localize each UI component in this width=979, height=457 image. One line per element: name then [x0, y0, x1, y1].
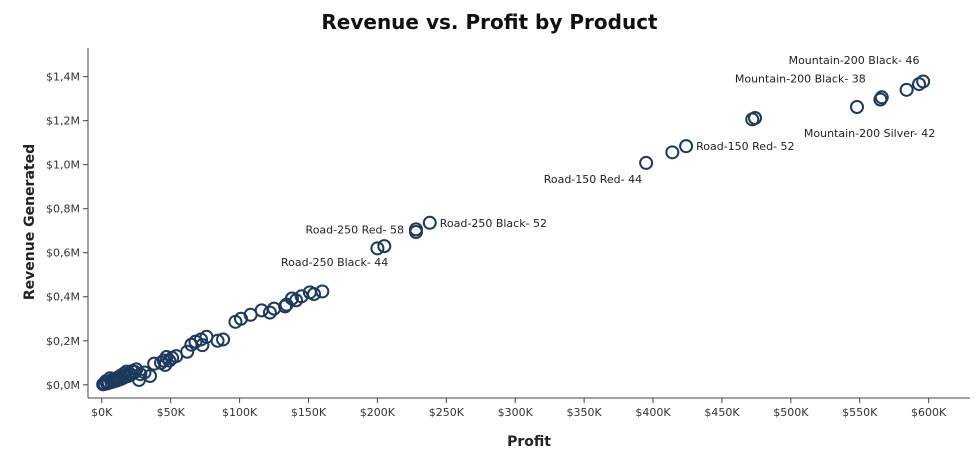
- x-tick-label: $100K: [222, 406, 258, 419]
- y-ticks: $0,0M $0,2M $0,4M $0,6M $0,8M $1,0M $1,2M $1,4M: [46, 71, 88, 392]
- data-point: [154, 355, 169, 370]
- y-axis-title: Revenue Generated: [22, 144, 38, 300]
- point-label: Road-250 Black- 44: [281, 256, 388, 269]
- data-point: [679, 139, 694, 154]
- data-point: [408, 225, 423, 240]
- point-label: Mountain-200 Black- 38: [735, 72, 866, 85]
- data-point: [279, 297, 294, 312]
- y-tick-label: $0,6M: [46, 247, 80, 260]
- point-label: Road-250 Black- 52: [440, 217, 547, 230]
- data-point: [96, 377, 111, 392]
- data-point: [184, 337, 199, 352]
- data-point: [302, 285, 317, 300]
- x-tick-label: $0K: [91, 406, 113, 419]
- x-tick-label: $550K: [842, 406, 878, 419]
- data-point: [873, 92, 888, 107]
- point-labels: Mountain-200 Black- 46 Mountain-200 Black…: [281, 54, 935, 269]
- data-point: [370, 241, 385, 256]
- data-point: [228, 314, 243, 329]
- axes: [87, 48, 970, 399]
- x-axis-title: Profit: [507, 434, 551, 450]
- data-point: [899, 82, 914, 97]
- data-point: [315, 284, 330, 299]
- x-tick-label: $50K: [157, 406, 186, 419]
- y-tick-label: $1,4M: [46, 71, 80, 84]
- point-label: Mountain-200 Silver- 42: [804, 127, 935, 140]
- x-tick-label: $400K: [635, 406, 671, 419]
- x-tick-label: $150K: [291, 406, 327, 419]
- chart-title: Revenue vs. Profit by Product: [321, 10, 658, 34]
- x-tick-label: $600K: [911, 406, 947, 419]
- x-tick-label: $200K: [360, 406, 396, 419]
- data-point: [216, 332, 231, 347]
- data-point: [262, 305, 277, 320]
- y-tick-label: $0,8M: [46, 203, 80, 216]
- data-point: [156, 353, 171, 368]
- data-point: [147, 356, 162, 371]
- data-point: [665, 145, 680, 160]
- data-point: [377, 239, 392, 254]
- data-point: [912, 77, 927, 92]
- y-tick-label: $1,0M: [46, 159, 80, 172]
- data-point: [143, 368, 158, 383]
- x-tick-label: $250K: [429, 406, 465, 419]
- y-tick-label: $0,0M: [46, 379, 80, 392]
- data-point: [422, 215, 437, 230]
- y-tick-label: $0,2M: [46, 335, 80, 348]
- y-tick-label: $1,2M: [46, 115, 80, 128]
- point-label: Road-250 Red- 58: [306, 223, 404, 236]
- x-tick-label: $450K: [704, 406, 740, 419]
- data-point: [745, 112, 760, 127]
- data-point: [849, 99, 864, 114]
- x-tick-label: $350K: [567, 406, 603, 419]
- points: [96, 74, 931, 392]
- x-tick-label: $500K: [773, 406, 809, 419]
- data-point: [639, 155, 654, 170]
- y-tick-label: $0,4M: [46, 291, 80, 304]
- x-tick-label: $300K: [498, 406, 534, 419]
- point-label: Road-150 Red- 52: [696, 140, 794, 153]
- point-label: Mountain-200 Black- 46: [789, 54, 920, 67]
- data-point: [162, 353, 177, 368]
- x-ticks: $0K $50K $100K $150K $200K $250K $300K $350K $40…: [91, 398, 947, 419]
- point-label: Road-150 Red- 44: [544, 173, 642, 186]
